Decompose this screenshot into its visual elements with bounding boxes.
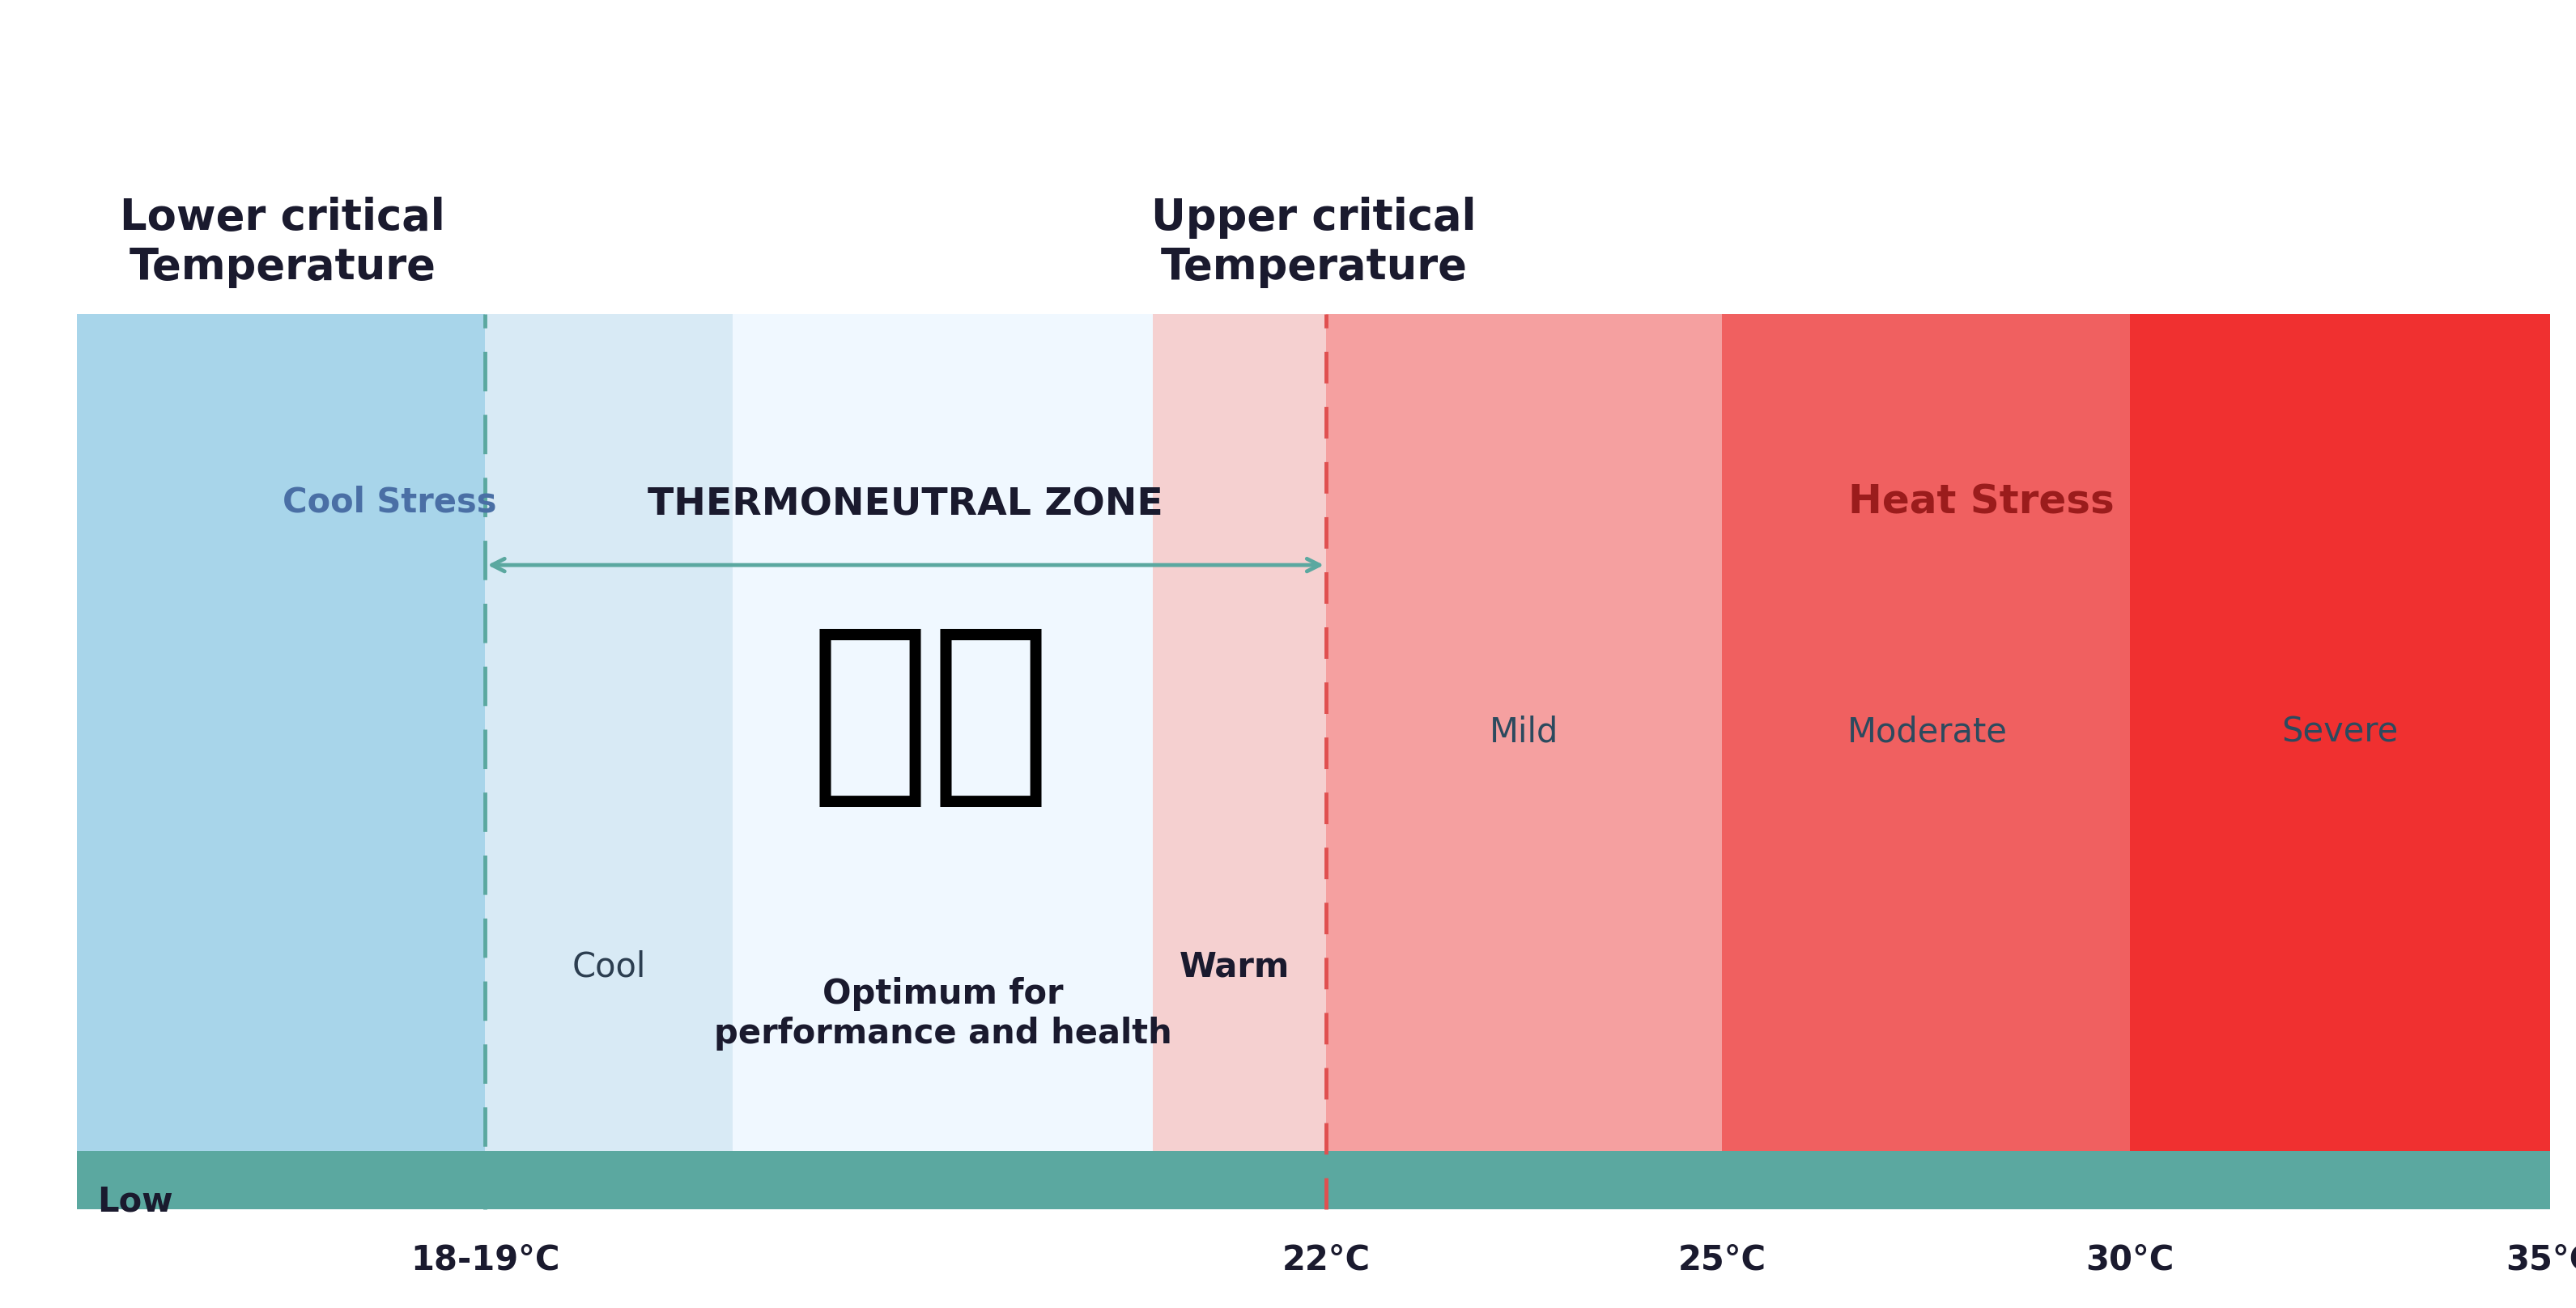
Text: Cool Stress: Cool Stress — [283, 485, 497, 519]
Text: Moderate: Moderate — [1847, 715, 2007, 749]
Bar — [1327, 314, 1721, 1151]
Text: 35°C: 35°C — [2506, 1243, 2576, 1277]
Bar — [732, 314, 1154, 1151]
Text: Optimum for
performance and health: Optimum for performance and health — [714, 977, 1172, 1050]
Text: 🐓🐔: 🐓🐔 — [809, 617, 1051, 814]
Bar — [1721, 314, 2130, 1151]
Text: 22°C: 22°C — [1283, 1243, 1370, 1277]
Bar — [2130, 314, 2550, 1151]
Text: Upper critical
Temperature: Upper critical Temperature — [1151, 198, 1476, 288]
Text: 30°C: 30°C — [2087, 1243, 2174, 1277]
Text: 18-19°C: 18-19°C — [410, 1243, 559, 1277]
Text: 25°C: 25°C — [1677, 1243, 1767, 1277]
Bar — [77, 314, 484, 1151]
Text: Cool: Cool — [572, 950, 647, 984]
Text: Low: Low — [98, 1184, 173, 1218]
Text: Severe: Severe — [2282, 715, 2398, 749]
Text: Lower critical
Temperature: Lower critical Temperature — [121, 198, 446, 288]
Text: Warm: Warm — [1180, 950, 1291, 984]
Bar — [77, 1151, 2550, 1210]
Text: THERMONEUTRAL ZONE: THERMONEUTRAL ZONE — [649, 487, 1164, 523]
Text: Mild: Mild — [1489, 715, 1558, 749]
Bar — [1154, 314, 1327, 1151]
Text: Heat Stress: Heat Stress — [1850, 483, 2115, 522]
Bar — [484, 314, 732, 1151]
